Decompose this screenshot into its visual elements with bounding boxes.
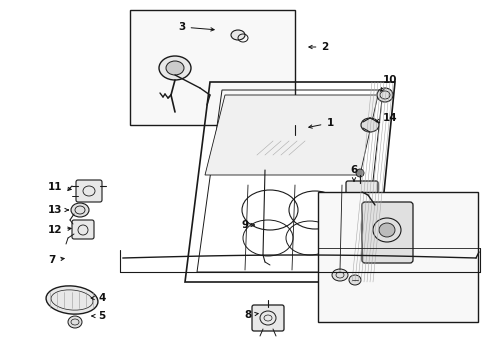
Ellipse shape [332, 269, 348, 281]
Ellipse shape [298, 127, 308, 135]
Ellipse shape [265, 129, 312, 167]
Ellipse shape [377, 88, 393, 102]
Ellipse shape [68, 316, 82, 328]
Text: 10: 10 [381, 75, 397, 91]
Text: 8: 8 [245, 310, 258, 320]
Ellipse shape [349, 275, 361, 285]
Text: 2: 2 [309, 42, 329, 52]
Text: 9: 9 [242, 220, 254, 230]
Text: 11: 11 [48, 182, 71, 192]
Text: 1: 1 [309, 118, 334, 128]
Ellipse shape [356, 169, 364, 177]
FancyBboxPatch shape [346, 181, 378, 230]
Text: 6: 6 [350, 165, 358, 181]
Ellipse shape [361, 118, 379, 132]
FancyBboxPatch shape [72, 220, 94, 239]
Text: 13: 13 [48, 205, 68, 215]
FancyBboxPatch shape [362, 202, 413, 263]
Text: 4: 4 [91, 293, 106, 303]
Ellipse shape [71, 203, 89, 217]
Text: 5: 5 [92, 311, 106, 321]
Bar [318, 192, 478, 322]
Text: 14: 14 [376, 113, 397, 123]
Text: 7: 7 [49, 255, 64, 265]
Ellipse shape [166, 61, 184, 75]
FancyBboxPatch shape [252, 305, 284, 331]
Ellipse shape [357, 200, 367, 210]
Text: 12: 12 [48, 225, 71, 235]
FancyBboxPatch shape [76, 180, 102, 202]
Ellipse shape [379, 223, 395, 237]
Text: 3: 3 [178, 22, 214, 32]
Ellipse shape [231, 30, 245, 40]
Polygon shape [205, 95, 378, 175]
Bar [130, 10, 295, 125]
Ellipse shape [159, 56, 191, 80]
Ellipse shape [46, 286, 98, 314]
